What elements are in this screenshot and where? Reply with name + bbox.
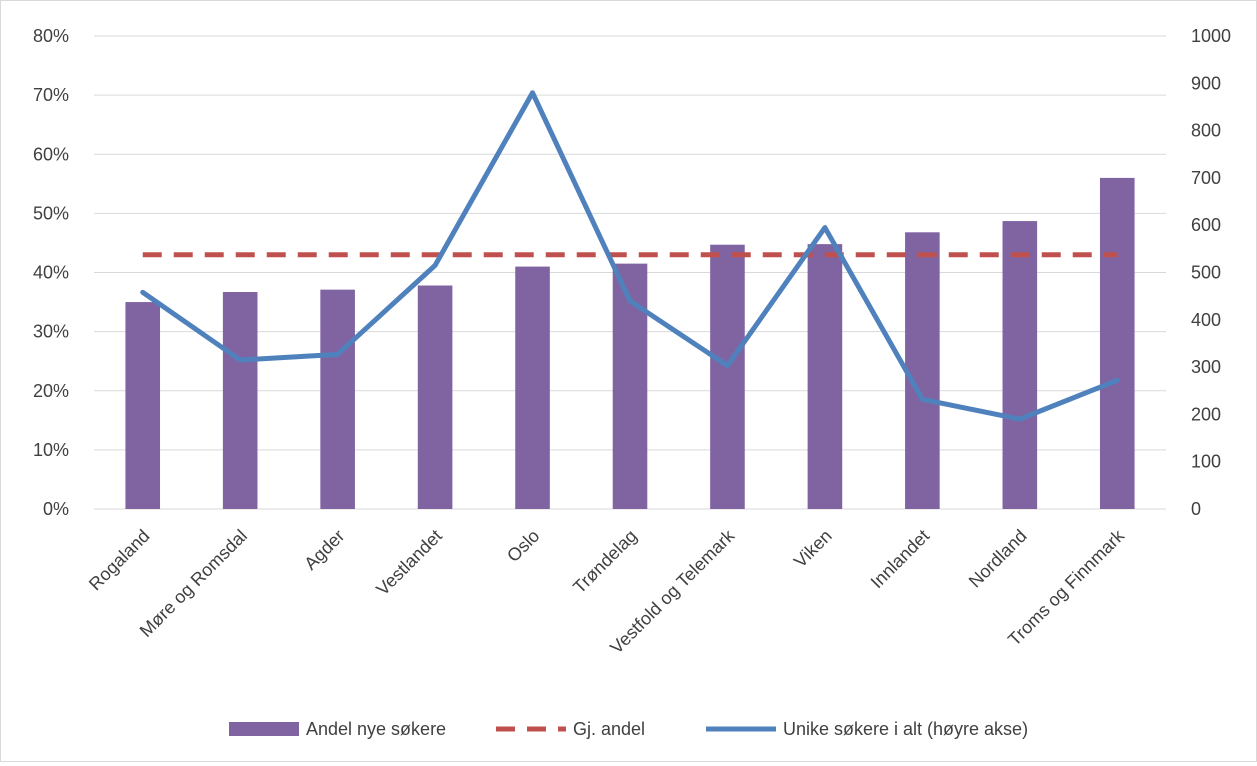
category-label: Oslo xyxy=(503,526,543,566)
bar xyxy=(1003,221,1038,509)
legend: Andel nye søkere Gj. andel Unike søkere i … xyxy=(229,719,1028,739)
right-tick-label: 400 xyxy=(1191,310,1221,330)
bar xyxy=(905,232,940,509)
left-tick-label: 30% xyxy=(33,322,69,342)
bar xyxy=(223,292,258,509)
legend-label-bar: Andel nye søkere xyxy=(306,719,446,739)
right-axis: 0 100 200 300 400 500 600 700 800 900 1000 xyxy=(1191,26,1231,519)
bar xyxy=(418,286,453,509)
right-tick-label: 900 xyxy=(1191,73,1221,93)
right-tick-label: 200 xyxy=(1191,404,1221,424)
left-tick-label: 80% xyxy=(33,26,69,46)
left-tick-label: 20% xyxy=(33,381,69,401)
left-tick-label: 60% xyxy=(33,144,69,164)
left-tick-label: 10% xyxy=(33,440,69,460)
category-label: Vestlandet xyxy=(372,526,446,600)
left-tick-label: 50% xyxy=(33,203,69,223)
bar xyxy=(125,302,160,509)
category-label: Møre og Romsdal xyxy=(136,526,251,641)
left-tick-label: 0% xyxy=(43,499,69,519)
legend-label-total: Unike søkere i alt (høyre akse) xyxy=(783,719,1028,739)
right-tick-label: 600 xyxy=(1191,215,1221,235)
bar-series xyxy=(125,178,1134,509)
legend-swatch-bar xyxy=(229,722,299,736)
right-tick-label: 700 xyxy=(1191,168,1221,188)
category-label: Viken xyxy=(790,526,836,572)
bar xyxy=(515,267,550,509)
left-axis: 0% 10% 20% 30% 40% 50% 60% 70% 80% xyxy=(33,26,69,519)
right-tick-label: 300 xyxy=(1191,357,1221,377)
right-tick-label: 0 xyxy=(1191,499,1201,519)
left-tick-label: 40% xyxy=(33,263,69,283)
right-tick-label: 800 xyxy=(1191,121,1221,141)
right-tick-label: 100 xyxy=(1191,452,1221,472)
right-tick-label: 1000 xyxy=(1191,26,1231,46)
category-label: Nordland xyxy=(965,526,1031,592)
category-label: Trøndelag xyxy=(569,526,641,598)
category-label: Agder xyxy=(300,526,348,574)
right-tick-label: 500 xyxy=(1191,263,1221,283)
left-tick-label: 70% xyxy=(33,85,69,105)
category-label: Rogaland xyxy=(85,526,154,595)
bar xyxy=(710,245,745,509)
category-label: Innlandet xyxy=(867,526,934,593)
bar xyxy=(808,244,843,509)
bar xyxy=(320,290,355,509)
legend-label-average: Gj. andel xyxy=(573,719,645,739)
bar xyxy=(1100,178,1135,509)
